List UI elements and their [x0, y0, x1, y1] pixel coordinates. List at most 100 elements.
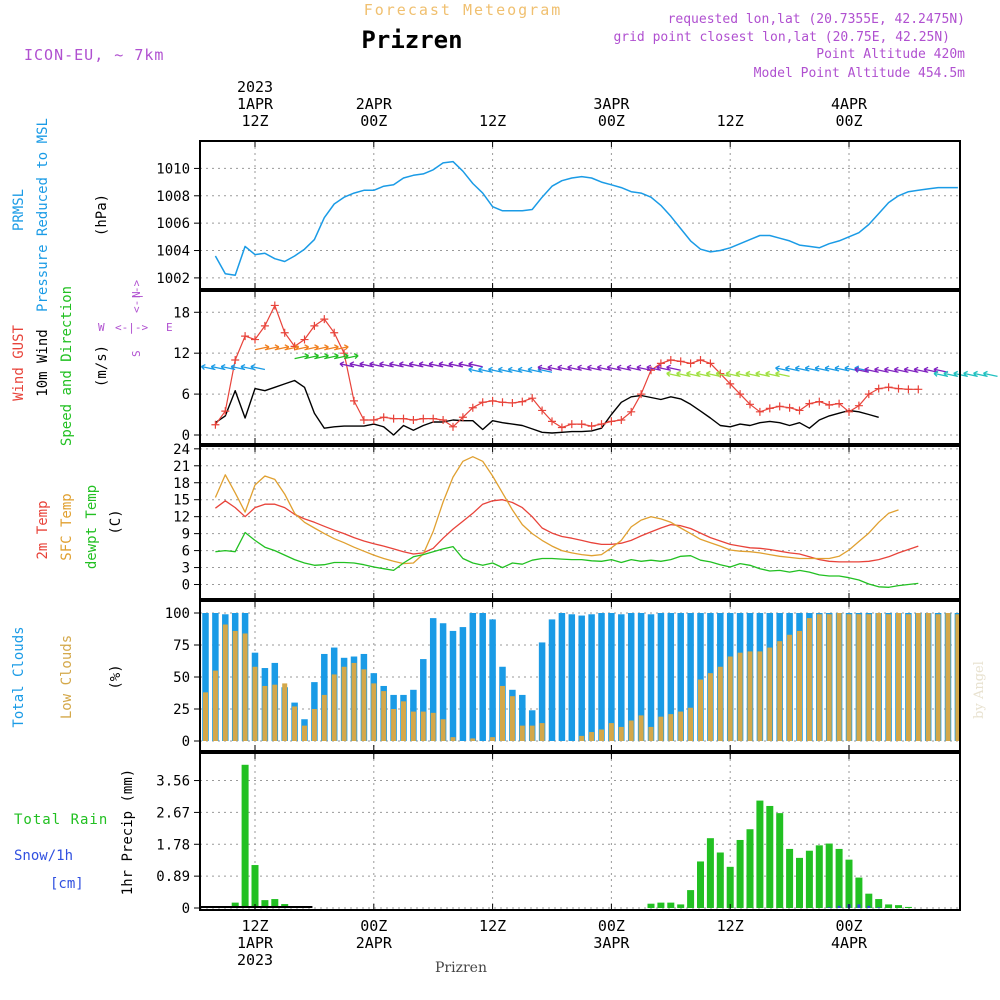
snow-bar: [837, 905, 841, 908]
low-cloud-bar: [391, 709, 397, 741]
gust-marker: [914, 385, 923, 394]
wind-arrow-head: [478, 366, 483, 373]
wind-arrow-head: [804, 365, 810, 372]
wind-arrow-head: [636, 364, 642, 371]
wind-arrow-head: [983, 370, 988, 377]
low-cloud-bar: [836, 613, 842, 741]
wind-arrow-head: [676, 370, 681, 377]
gust-line: [214, 304, 919, 429]
gust-marker: [320, 315, 329, 324]
low-cloud-bar: [410, 711, 416, 741]
t2m-line: [215, 499, 919, 563]
low-cloud-bar: [529, 725, 535, 741]
gust-marker: [854, 401, 863, 410]
gust-marker: [369, 416, 378, 424]
wind-arrow-head: [844, 365, 850, 372]
wind-arrow-head: [824, 365, 830, 372]
location-title: Prizren: [361, 26, 462, 54]
gust-marker: [488, 396, 497, 405]
wind-arrow-head: [943, 370, 949, 377]
gust-marker: [864, 390, 873, 399]
rain-bar: [697, 861, 704, 908]
wind-arrow-head: [725, 370, 731, 377]
gust-marker: [676, 357, 685, 366]
wind-arrow: [284, 346, 299, 351]
wind-arrow-head: [497, 366, 503, 373]
y-tick-label: 1004: [156, 244, 190, 260]
total-cloud-bar: [687, 613, 694, 741]
wind-arrow-head: [814, 365, 820, 372]
time-label-top: 2APR: [356, 95, 393, 113]
rain-bar: [895, 905, 902, 908]
pressure-unit-label: (hPa): [94, 194, 110, 236]
wind-arrow-head: [369, 361, 374, 368]
y-tick-label: 3.56: [156, 774, 190, 790]
wind-arrow-head: [735, 370, 741, 377]
wind-arrow-head: [418, 361, 424, 368]
wind-arrow-head: [488, 366, 493, 373]
low-cloud-bar: [292, 706, 298, 741]
low-cloud-bar: [945, 613, 951, 741]
wind-arrow-head: [785, 365, 790, 372]
time-label-bottom: 12Z: [241, 917, 268, 935]
wind-arrow-head: [250, 363, 256, 371]
low-cloud-bar: [351, 662, 357, 741]
footer-location: Prizren: [435, 960, 487, 976]
low-cloud-bar: [222, 624, 228, 741]
wind-arrow: [666, 366, 681, 371]
credit-watermark: by Angel: [972, 661, 987, 719]
chart-panels: 1002100410061008101006121803691215182124…: [156, 141, 998, 917]
low-cloud-bar: [787, 634, 793, 741]
compass-east: E: [166, 321, 173, 334]
gust-marker: [221, 407, 230, 416]
low-cloud-bar: [648, 726, 654, 741]
low-cloud-bar: [816, 614, 822, 741]
low-cloud-bar: [896, 613, 901, 741]
rain-bar: [756, 800, 764, 908]
low-cloud-bar: [747, 651, 753, 741]
time-label-bottom: 00Z: [598, 917, 625, 935]
wind-direction-label: Speed and Direction: [59, 286, 75, 446]
time-label-top: 00Z: [598, 112, 625, 130]
wind-arrow-head: [854, 366, 860, 373]
wind-arrow-head: [765, 370, 770, 377]
svg-text:<-|->: <-|->: [130, 280, 143, 313]
gust-marker: [567, 420, 576, 429]
precip-ylabel: 1hr Precip (mm): [120, 769, 136, 895]
gust-marker: [498, 398, 507, 407]
y-tick-label: 1010: [156, 161, 190, 177]
y-tick-label: 1.78: [156, 837, 190, 853]
low-cloud-bar: [321, 694, 327, 741]
wind-arrow-head: [596, 364, 602, 371]
low-cloud-bar: [658, 716, 664, 741]
clouds-panel: 0 25 50 75 100: [165, 601, 960, 751]
total-cloud-bar: [439, 623, 447, 741]
point-altitude: Point Altitude 420m: [816, 47, 965, 62]
rain-bar: [855, 877, 863, 908]
wind-arrow: [250, 365, 266, 371]
rain-bar: [805, 850, 813, 908]
wind-arrow-head: [517, 366, 523, 373]
time-label-top: 00Z: [360, 112, 387, 130]
wind-arrow-head: [864, 366, 869, 373]
low-cloud-bar: [698, 679, 703, 741]
low-cloud-bar: [797, 630, 802, 741]
gust-marker: [666, 356, 675, 364]
gust-marker: [825, 401, 834, 409]
low-cloud-bar: [371, 683, 377, 741]
wind-arrow-head: [567, 364, 572, 371]
low-cloud-bar: [272, 684, 278, 741]
wind-arrow-head: [587, 364, 592, 371]
gust-marker: [340, 349, 349, 358]
rain-bar: [786, 848, 794, 908]
y-tick-label: 50: [173, 670, 190, 686]
low-cloud-bar: [856, 614, 862, 741]
wind-arrow-head: [775, 365, 780, 372]
gust-marker: [399, 414, 408, 423]
wind-arrow-head: [230, 363, 236, 371]
low-cloud-bar: [490, 737, 496, 741]
compass-icon: W <-|-> E N <-|-> S: [98, 280, 173, 357]
rain-bar: [677, 904, 685, 908]
gust-marker: [706, 359, 715, 368]
